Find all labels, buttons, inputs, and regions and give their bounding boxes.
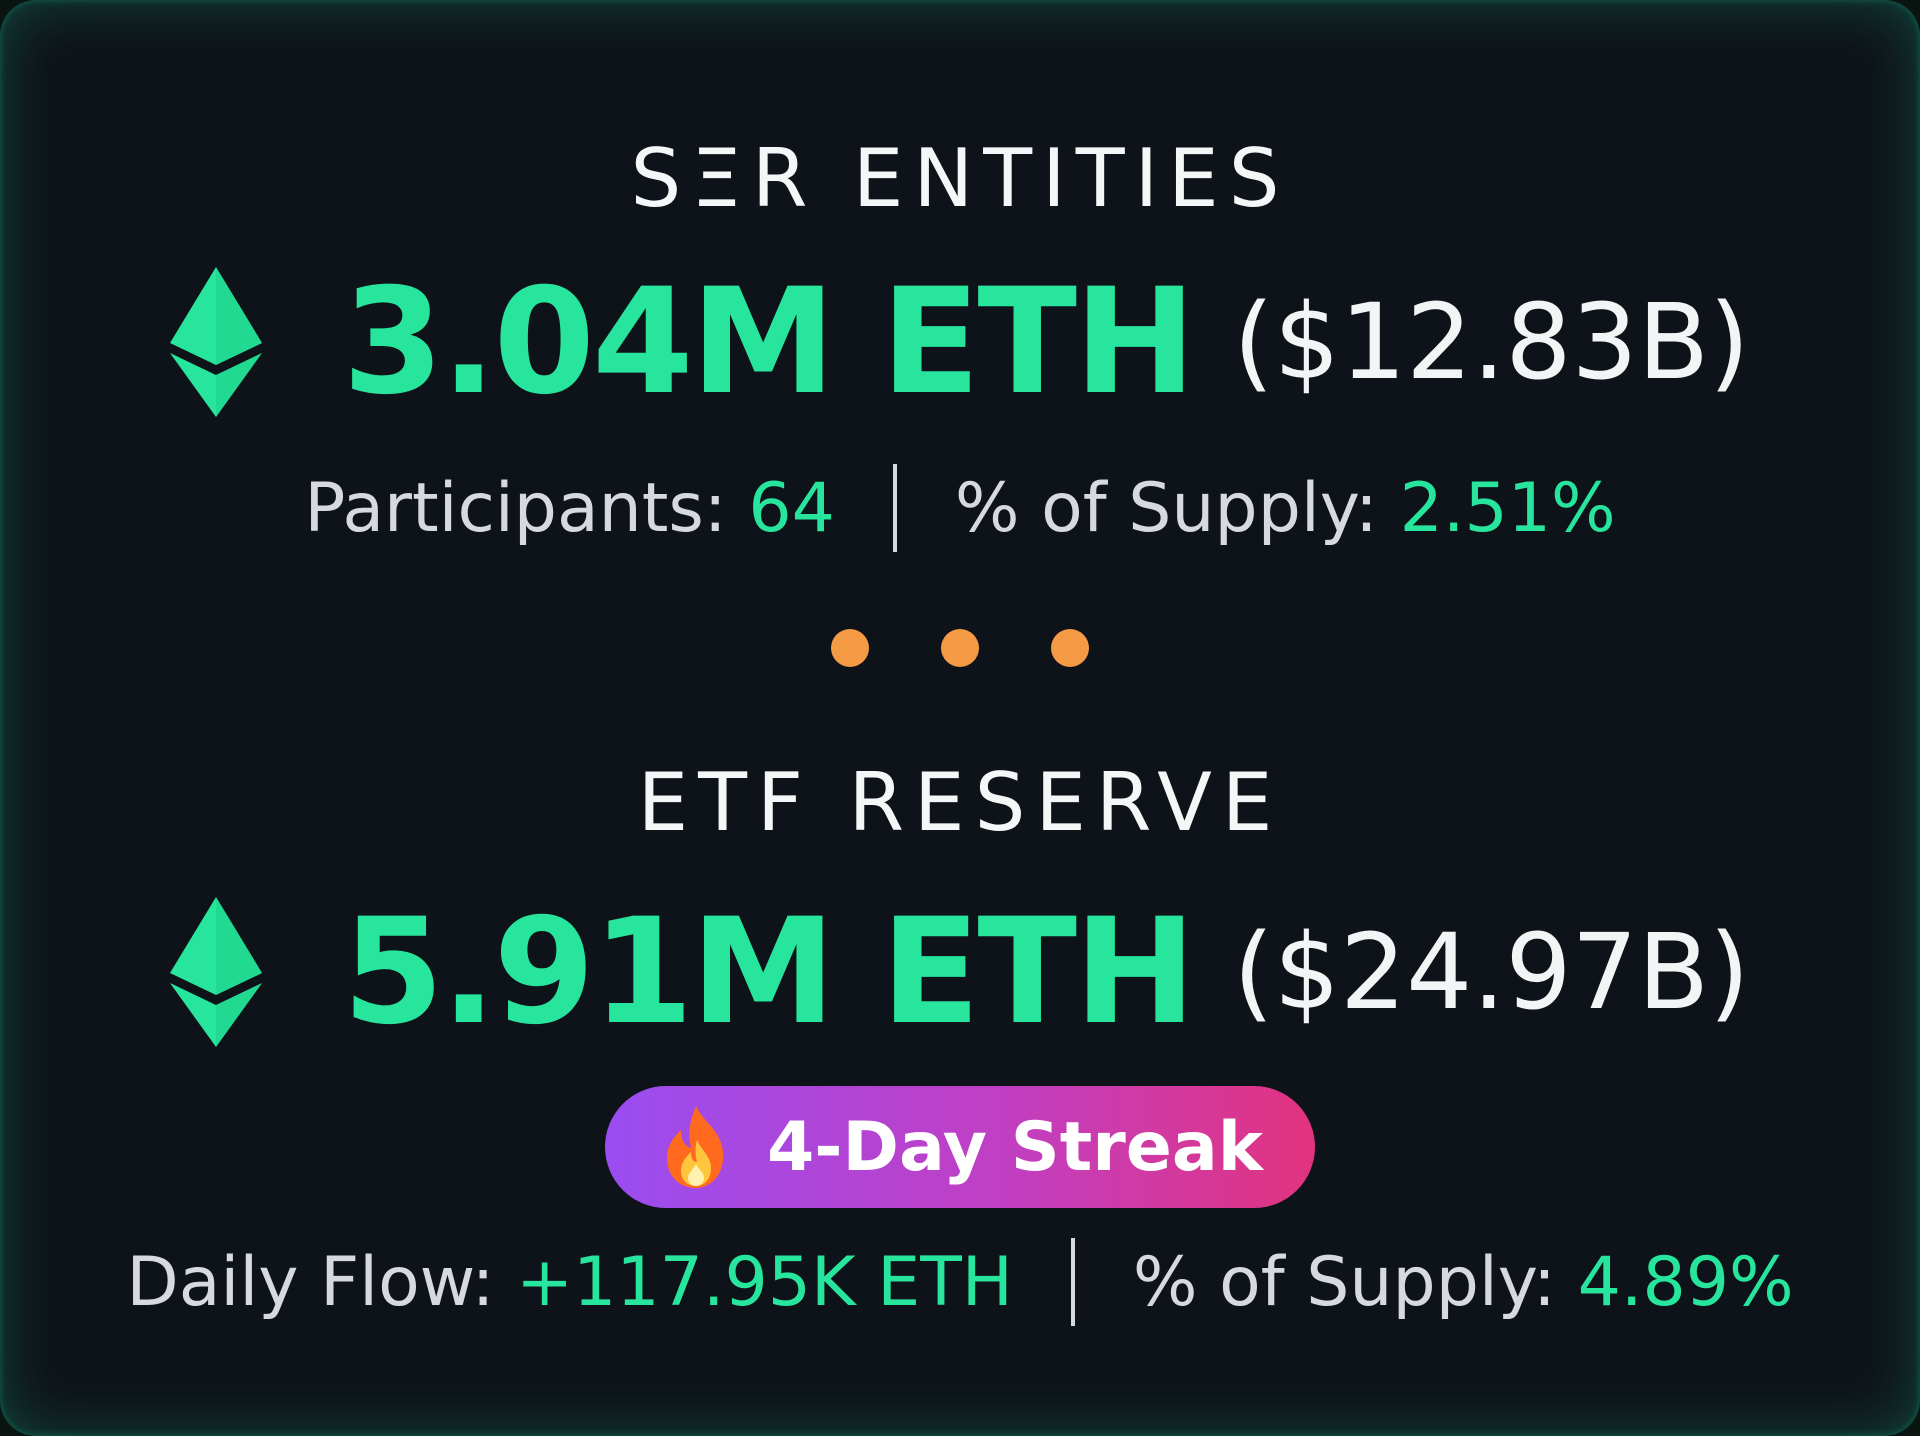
separator-dots [0,628,1920,668]
ser-entities-amount-row: 3.04M ETH ($12.83B) [0,257,1920,427]
ser-entities-title: SΞR ENTITIES [630,131,1290,225]
stats-divider [892,464,897,552]
daily-flow-value: +117.95K ETH [516,1242,1013,1322]
separator-dot [831,629,869,667]
etf-reserve-stats: Daily Flow: +117.95K ETH % of Supply: 4.… [0,1232,1920,1332]
daily-flow-label: Daily Flow: [126,1242,495,1322]
supply-label: % of Supply: [954,468,1378,548]
ethereum-icon [170,267,263,417]
participants-value: 64 [748,468,835,548]
ser-entities-eth-amount: 3.04M ETH [342,257,1196,427]
separator-dot [941,629,979,667]
ethereum-icon [170,897,263,1047]
ser-entities-usd-value: ($12.83B) [1233,281,1750,403]
separator-dot [1051,629,1089,667]
stats-divider [1070,1238,1075,1326]
streak-row: 4-Day Streak [0,1086,1920,1208]
etf-reserve-title: ETF RESERVE [637,755,1283,849]
streak-badge: 4-Day Streak [604,1086,1316,1208]
ser-entities-stats: Participants: 64 % of Supply: 2.51% [0,458,1920,558]
etf-reserve-eth-amount: 5.91M ETH [342,887,1196,1057]
supply-label: % of Supply: [1132,1242,1556,1322]
fire-icon [666,1106,724,1188]
supply-value: 2.51% [1399,468,1616,548]
participants-label: Participants: [304,468,727,548]
streak-label: 4-Day Streak [766,1107,1264,1187]
etf-reserve-amount-row: 5.91M ETH ($24.97B) [0,887,1920,1057]
supply-value: 4.89% [1577,1242,1794,1322]
etf-reserve-usd-value: ($24.97B) [1233,911,1750,1033]
